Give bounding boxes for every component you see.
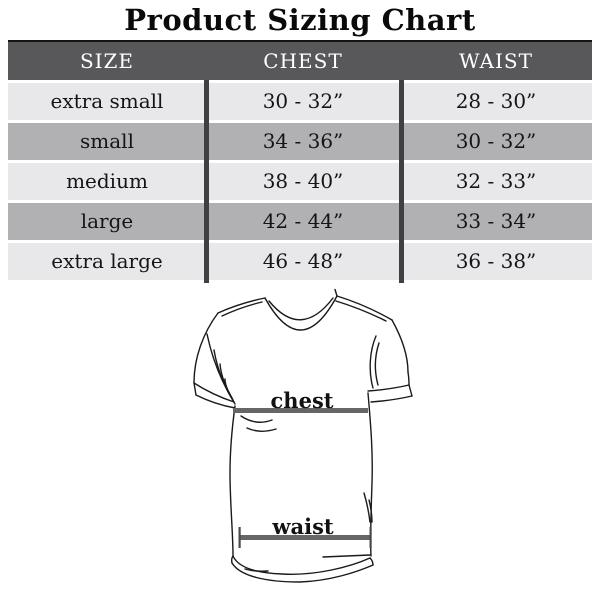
size-cell: small [80, 129, 134, 153]
table-row: small 34 - 36” 30 - 32” [8, 123, 592, 160]
collar [264, 288, 338, 331]
chest-cell: 38 - 40” [262, 169, 344, 193]
chest-cell: 30 - 32” [262, 89, 344, 113]
left-sleeve [193, 312, 236, 409]
size-cell: extra small [50, 89, 164, 113]
table-body: extra small 30 - 32” 28 - 30” small 34 -… [8, 83, 592, 280]
column-header-chest: CHEST [263, 49, 343, 73]
tshirt-illustration [193, 288, 413, 583]
size-cell: extra large [51, 249, 163, 273]
column-header-waist: WAIST [459, 49, 533, 73]
chest-measure-line [233, 408, 368, 413]
chest-cell: 34 - 36” [262, 129, 344, 153]
waist-measure-line [238, 527, 372, 548]
waist-cell: 32 - 33” [455, 169, 537, 193]
waist-cell: 33 - 34” [455, 209, 537, 233]
chest-measurement-label: chest [270, 388, 334, 413]
waist-measurement-label: waist [272, 514, 334, 539]
column-header-size: SIZE [79, 49, 135, 73]
hem [230, 554, 374, 583]
waist-cell: 36 - 38” [455, 249, 537, 273]
chest-cell: 46 - 48” [262, 249, 344, 273]
waist-cell: 28 - 30” [455, 89, 537, 113]
table-row: extra small 30 - 32” 28 - 30” [8, 83, 592, 120]
table-row: medium 38 - 40” 32 - 33” [8, 163, 592, 200]
sizing-table: SIZE CHEST WAIST extra small 30 - 32” 28… [8, 40, 592, 283]
size-cell: medium [66, 169, 148, 193]
waist-cell: 30 - 32” [455, 129, 537, 153]
table-header-row: SIZE CHEST WAIST [8, 40, 592, 80]
size-cell: large [80, 209, 134, 233]
page-title: Product Sizing Chart [124, 3, 476, 37]
table-row: large 42 - 44” 33 - 34” [8, 203, 592, 240]
column-divider [399, 80, 404, 283]
table-row: extra large 46 - 48” 36 - 38” [8, 243, 592, 280]
right-sleeve [367, 319, 413, 403]
column-divider [204, 80, 209, 283]
shoulder-seams [217, 295, 393, 322]
chest-cell: 42 - 44” [262, 209, 344, 233]
